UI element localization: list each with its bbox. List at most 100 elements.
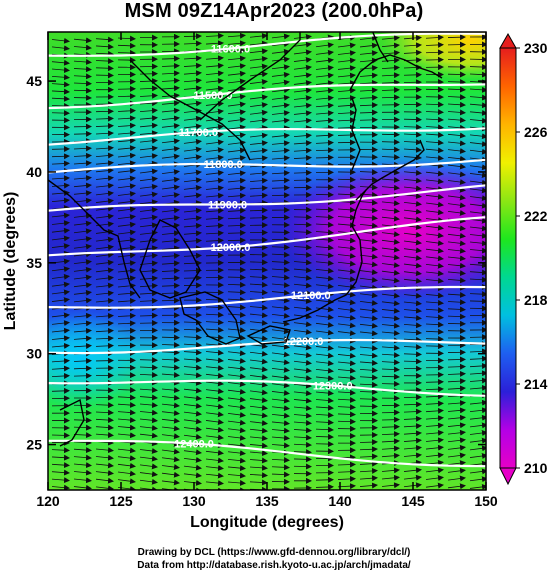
- wind-arrow: [381, 262, 400, 269]
- wind-arrow: [249, 350, 268, 357]
- wind-arrow: [205, 222, 224, 229]
- wind-arrow: [249, 281, 268, 288]
- wind-arrow: [95, 36, 114, 43]
- wind-arrow: [315, 360, 334, 367]
- x-tick-label: 135: [255, 493, 279, 509]
- wind-arrow: [447, 86, 466, 93]
- wind-arrow: [469, 140, 486, 147]
- wind-arrow: [293, 441, 312, 448]
- wind-arrow: [271, 435, 290, 442]
- wind-arrow: [161, 417, 180, 424]
- wind-arrow: [293, 244, 312, 251]
- wind-arrow: [447, 270, 466, 277]
- wind-arrow: [359, 446, 378, 453]
- wind-arrow: [249, 117, 268, 124]
- wind-arrow: [227, 109, 246, 116]
- wind-arrow: [381, 292, 400, 299]
- wind-arrow: [271, 351, 290, 358]
- wind-arrow: [293, 359, 312, 366]
- wind-arrow: [249, 177, 268, 184]
- wind-arrow: [403, 329, 422, 336]
- wind-arrow: [271, 79, 290, 86]
- wind-arrow: [337, 87, 356, 94]
- wind-arrow: [469, 164, 486, 171]
- wind-arrow: [117, 320, 136, 327]
- wind-arrow: [95, 252, 114, 258]
- wind-arrow: [95, 394, 114, 401]
- wind-arrow: [227, 311, 246, 318]
- wind-arrow: [227, 419, 246, 426]
- wind-arrow: [249, 155, 268, 162]
- wind-arrow: [73, 266, 92, 273]
- colorbar-tick-label: 214: [524, 376, 548, 392]
- wind-arrow: [117, 107, 136, 114]
- wind-arrow: [381, 254, 400, 261]
- wind-arrow: [51, 357, 70, 364]
- wind-arrow: [139, 478, 158, 485]
- wind-arrow: [425, 393, 444, 400]
- wind-arrow: [51, 45, 70, 52]
- contour-label: 11600.0: [211, 44, 250, 56]
- wind-arrow: [161, 371, 180, 378]
- wind-arrow: [447, 225, 466, 232]
- wind-arrow: [469, 291, 486, 298]
- wind-arrow: [469, 370, 486, 377]
- wind-arrow: [73, 342, 92, 349]
- wind-arrow: [271, 412, 290, 419]
- wind-arrow: [271, 305, 290, 312]
- wind-arrow: [315, 397, 334, 404]
- map-title: MSM 09Z14Apr2023 (200.0hPa): [124, 0, 424, 22]
- wind-arrow: [73, 87, 92, 94]
- wind-arrow: [337, 404, 356, 411]
- wind-arrow: [95, 454, 114, 461]
- wind-arrow: [205, 237, 224, 244]
- wind-arrow: [51, 477, 70, 484]
- wind-arrow: [271, 184, 290, 191]
- wind-arrow: [425, 49, 444, 56]
- wind-arrow: [161, 425, 180, 432]
- wind-arrow: [403, 474, 422, 481]
- wind-arrow: [73, 37, 92, 44]
- wind-arrow: [447, 79, 466, 86]
- wind-arrow: [425, 429, 444, 436]
- wind-arrow: [205, 139, 224, 146]
- wind-arrow: [249, 102, 268, 109]
- wind-arrow: [227, 396, 246, 403]
- wind-arrow: [425, 193, 444, 200]
- wind-arrow: [425, 34, 444, 41]
- wind-arrow: [337, 95, 356, 101]
- wind-arrow: [139, 386, 158, 393]
- colorbar-max-triangle: [499, 32, 517, 49]
- wind-arrow: [161, 410, 180, 417]
- wind-arrow: [337, 42, 356, 49]
- wind-arrow: [95, 402, 114, 409]
- wind-arrow: [447, 363, 466, 370]
- contour-line: [48, 158, 486, 174]
- wind-arrow: [403, 444, 422, 451]
- wind-arrow: [249, 457, 268, 464]
- wind-arrow: [359, 292, 378, 299]
- wind-arrow: [183, 77, 202, 84]
- wind-arrow: [271, 236, 290, 243]
- wind-arrow: [337, 109, 356, 116]
- wind-arrow: [51, 266, 70, 273]
- wind-arrow: [139, 371, 158, 378]
- wind-arrow: [337, 299, 356, 306]
- wind-arrow: [403, 307, 422, 314]
- wind-arrow: [337, 184, 356, 191]
- wind-arrow: [293, 49, 312, 56]
- wind-arrow: [293, 405, 312, 412]
- wind-arrow: [205, 326, 224, 333]
- wind-arrow: [447, 124, 466, 131]
- wind-arrow: [425, 407, 444, 414]
- x-tick-label: 145: [401, 493, 425, 509]
- colorbar: 210 214 218 222 226 230: [499, 32, 548, 486]
- wind-arrow: [381, 467, 400, 474]
- wind-arrow: [315, 412, 334, 419]
- wind-arrow: [469, 269, 486, 276]
- wind-arrow: [447, 232, 466, 239]
- wind-arrow: [271, 87, 290, 94]
- wind-arrow: [139, 183, 158, 190]
- wind-arrow: [381, 373, 400, 380]
- wind-arrow: [183, 169, 202, 176]
